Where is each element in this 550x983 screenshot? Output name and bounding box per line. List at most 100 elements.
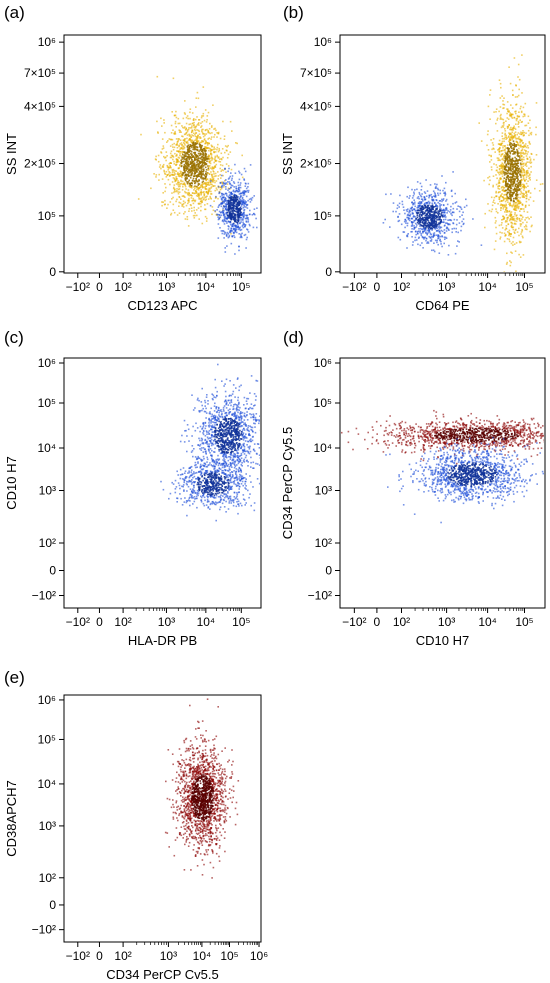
event-point [513, 150, 515, 153]
event-point [194, 166, 196, 169]
event-point [511, 161, 513, 164]
event-point [506, 152, 508, 155]
event-point [193, 180, 195, 183]
event-point [498, 168, 501, 171]
event-point [523, 226, 526, 228]
event-point [204, 140, 207, 142]
event-point [187, 147, 189, 149]
event-point [201, 153, 204, 156]
event-point [490, 139, 492, 141]
event-point [428, 225, 430, 227]
event-point [424, 203, 426, 206]
event-point [165, 170, 168, 173]
event-point [216, 429, 219, 432]
event-point [528, 134, 530, 137]
event-point [450, 213, 452, 215]
event-point [150, 187, 152, 190]
event-point [201, 387, 203, 390]
event-point [223, 466, 226, 469]
event-point [498, 196, 500, 198]
event-point [414, 239, 416, 242]
event-point [502, 180, 504, 183]
event-point [516, 207, 518, 209]
event-point [419, 225, 421, 227]
event-point [220, 211, 222, 214]
event-point [409, 209, 411, 212]
event-point [198, 163, 201, 166]
event-point [521, 172, 523, 174]
event-point [436, 187, 439, 190]
event-point [518, 159, 520, 161]
event-point [522, 221, 524, 224]
event-point [200, 192, 202, 195]
event-point [225, 233, 228, 236]
event-point [175, 144, 177, 146]
event-point [419, 223, 422, 226]
event-point [170, 156, 173, 159]
event-point [428, 230, 430, 232]
event-point [207, 184, 210, 186]
event-point [525, 146, 528, 149]
event-point [517, 207, 520, 210]
event-point [438, 223, 440, 225]
event-point [497, 185, 499, 188]
event-point [434, 215, 437, 218]
event-point [223, 214, 226, 216]
event-point [214, 447, 216, 450]
event-point [235, 211, 238, 213]
event-point [419, 217, 422, 220]
event-point [191, 146, 193, 149]
event-point [519, 171, 521, 173]
event-point [520, 171, 522, 173]
event-point [505, 220, 507, 222]
event-point [432, 198, 434, 201]
event-point [524, 143, 527, 145]
event-point [499, 195, 502, 198]
event-point [493, 248, 496, 251]
event-point [234, 230, 236, 232]
event-point [424, 202, 426, 205]
event-point [513, 144, 515, 146]
event-point [184, 211, 186, 213]
event-point [229, 204, 231, 206]
event-point [506, 217, 508, 219]
event-point [519, 157, 521, 159]
event-point [246, 189, 248, 192]
event-point [240, 228, 243, 231]
event-point [431, 236, 433, 238]
event-point [184, 184, 186, 186]
event-point [183, 127, 185, 129]
y-tick-label: 4×10⁵ [300, 99, 332, 113]
event-point [430, 227, 433, 229]
event-point [501, 171, 504, 173]
event-point [262, 438, 264, 440]
event-point [194, 212, 196, 214]
event-point [510, 187, 513, 190]
event-point [193, 121, 195, 124]
event-point [247, 440, 250, 443]
event-point [522, 134, 525, 136]
event-point [187, 189, 190, 191]
event-point [519, 140, 521, 143]
event-point [404, 226, 406, 229]
event-point [428, 216, 431, 219]
event-point [509, 197, 511, 200]
event-point [428, 207, 430, 210]
event-point [204, 186, 206, 188]
event-point [193, 128, 196, 131]
event-point [219, 164, 222, 166]
event-point [438, 218, 440, 220]
event-point [445, 209, 448, 211]
event-point [513, 57, 516, 59]
event-point [243, 442, 245, 445]
event-point [247, 219, 250, 221]
event-point [214, 185, 216, 187]
event-point [499, 200, 501, 203]
event-point [194, 129, 197, 132]
event-point [179, 152, 181, 155]
event-point [199, 197, 201, 200]
event-point [503, 240, 506, 243]
event-point [166, 166, 169, 169]
event-point [252, 449, 255, 451]
event-point [232, 211, 234, 214]
